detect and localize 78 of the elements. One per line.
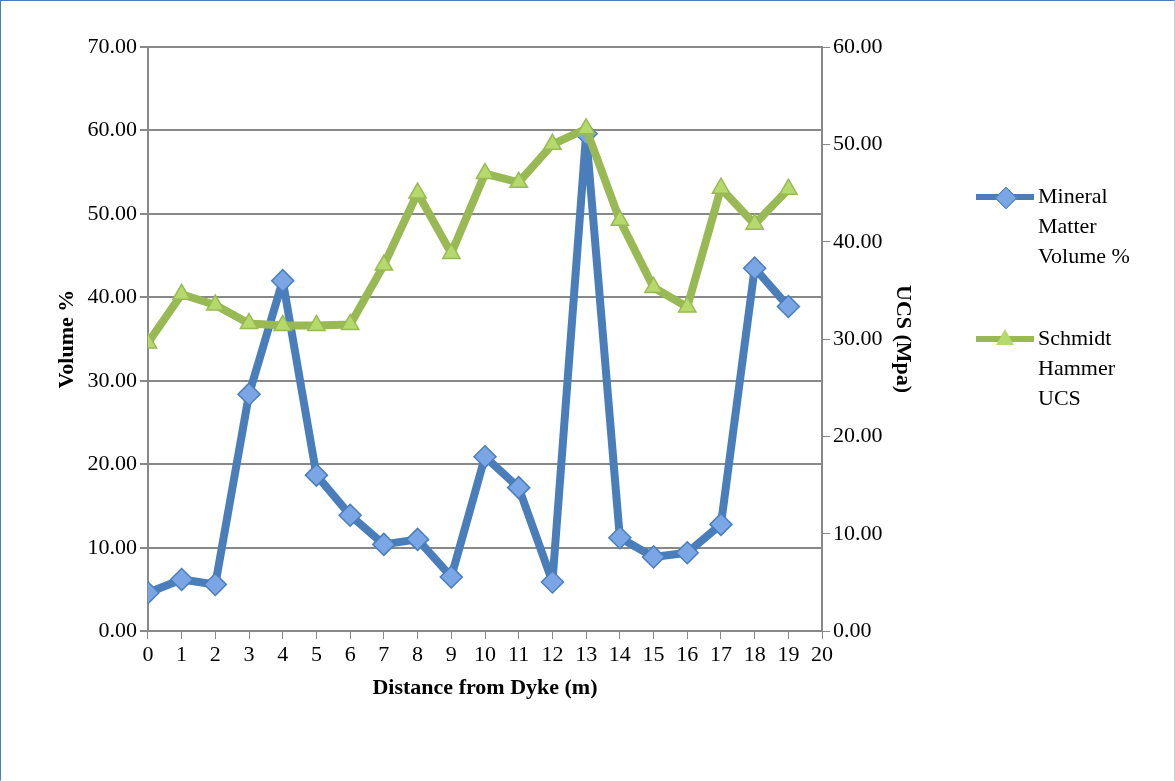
- x-tick-label: 9: [445, 641, 457, 667]
- y-tick-label: 30.00: [87, 366, 137, 392]
- x-tick-label: 4: [277, 641, 289, 667]
- y2-tick-label: 10.00: [833, 519, 883, 545]
- point: [270, 268, 295, 293]
- point: [709, 512, 733, 537]
- x-tick-label: 11: [508, 641, 530, 667]
- point: [169, 567, 194, 592]
- x-tick-label: 0: [142, 641, 154, 667]
- point: [711, 177, 731, 194]
- x-tick-label: 12: [541, 641, 564, 667]
- x-tick-label: 16: [676, 641, 699, 667]
- point: [776, 294, 801, 319]
- point: [439, 565, 464, 589]
- x-tick-label: 13: [575, 641, 598, 667]
- point: [509, 171, 529, 189]
- x-tick-label: 8: [412, 641, 424, 667]
- point: [340, 313, 360, 331]
- legend-label: Schmidt Hammer UCS: [1038, 324, 1116, 412]
- x-tick-label: 15: [642, 641, 665, 667]
- y-tick-label: 10.00: [87, 533, 137, 559]
- x-tick-label: 19: [777, 641, 800, 667]
- point: [778, 178, 798, 195]
- point: [273, 314, 293, 332]
- x-tick-label: 6: [344, 641, 356, 667]
- y-axis-title: Volume %: [52, 289, 78, 389]
- point: [473, 445, 497, 469]
- x-tick-label: 18: [743, 641, 766, 667]
- point: [441, 242, 461, 260]
- y2-tick-label: 60.00: [833, 32, 883, 58]
- point: [675, 541, 700, 565]
- y2-tick-label: 40.00: [833, 227, 883, 253]
- point: [237, 382, 261, 406]
- point: [608, 525, 632, 550]
- point: [610, 209, 630, 227]
- point: [338, 503, 362, 527]
- y-tick-label: 20.00: [87, 450, 137, 476]
- y2-tick-label: 30.00: [833, 324, 883, 350]
- y2-axis-title: UCS (Mpa): [892, 285, 918, 394]
- point: [372, 532, 396, 557]
- point: [742, 256, 767, 280]
- point: [540, 570, 565, 594]
- point: [543, 133, 562, 151]
- y2-tick-label: 20.00: [833, 422, 883, 448]
- point: [641, 545, 666, 569]
- x-tick-label: 14: [608, 641, 631, 667]
- point: [506, 475, 531, 500]
- x-axis-title: Distance from Dyke (m): [372, 674, 598, 700]
- y-tick-label: 60.00: [87, 116, 137, 142]
- x-tick-label: 3: [243, 641, 255, 667]
- point: [239, 312, 259, 330]
- point: [677, 296, 697, 313]
- x-tick-label: 20: [811, 641, 834, 667]
- y-tick-label: 70.00: [87, 32, 137, 58]
- y2-tick-label: 0.00: [833, 616, 872, 642]
- point: [475, 162, 495, 180]
- x-tick-label: 17: [709, 641, 732, 667]
- point: [405, 527, 430, 552]
- x-tick-label: 10: [474, 641, 496, 667]
- x-tick-label: 5: [310, 641, 322, 667]
- y-tick-label: 50.00: [87, 199, 137, 225]
- point: [205, 294, 225, 311]
- y-tick-label: 0.00: [98, 616, 137, 642]
- point: [408, 182, 427, 199]
- legend-label: Mineral Matter Volume %: [1038, 182, 1131, 270]
- x-tick-label: 1: [176, 641, 188, 667]
- point: [172, 283, 192, 301]
- y-tick-label: 40.00: [87, 283, 137, 309]
- point: [304, 463, 329, 487]
- point: [745, 213, 765, 230]
- x-tick-label: 2: [209, 641, 221, 667]
- point: [576, 118, 596, 135]
- y2-tick-label: 50.00: [833, 130, 883, 156]
- point: [203, 572, 228, 597]
- point: [644, 276, 663, 294]
- point: [307, 314, 326, 332]
- point: [374, 254, 394, 271]
- x-tick-label: 7: [378, 641, 390, 667]
